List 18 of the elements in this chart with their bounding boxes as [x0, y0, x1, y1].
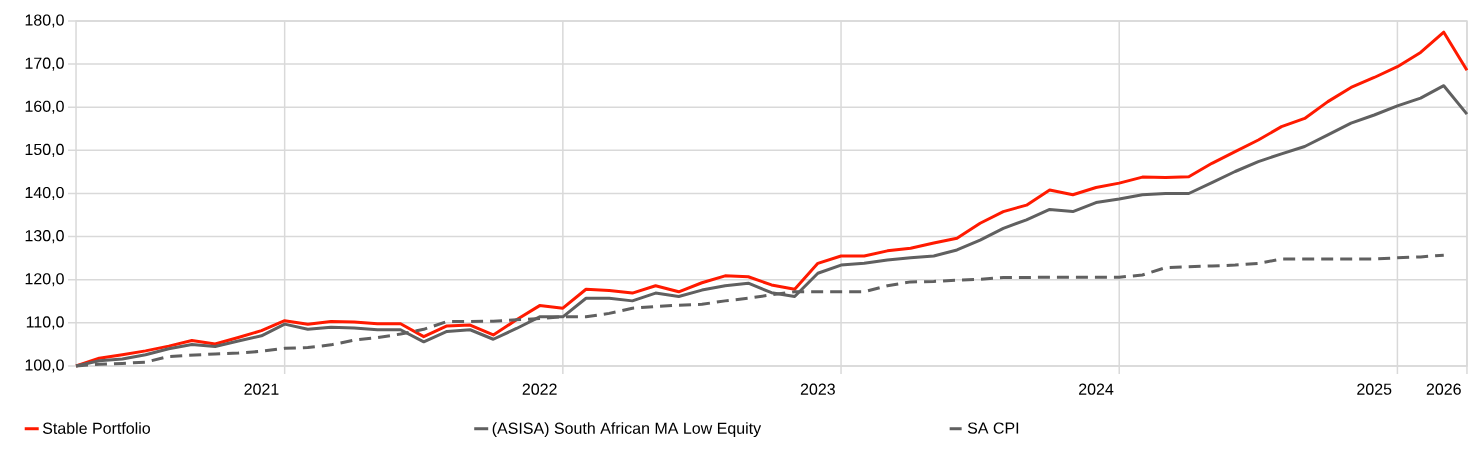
- y-tick-label: 180,0: [25, 14, 64, 28]
- y-tick-label: 100,0: [25, 359, 64, 373]
- legend-label: SA CPI: [967, 422, 1019, 434]
- y-tick-label: 140,0: [25, 186, 64, 201]
- x-tick-label: 2021: [244, 383, 279, 395]
- x-tick-label: 2026: [1426, 383, 1461, 395]
- y-tick-label: 110,0: [26, 316, 64, 330]
- y-tick-label: 120,0: [25, 273, 64, 287]
- y-tick-label: 160,0: [25, 100, 64, 114]
- legend-label: Stable Portfolio: [42, 422, 151, 434]
- legend-label: (ASISA) South African MA Low Equity: [492, 422, 762, 438]
- x-tick-label: 2025: [1357, 383, 1392, 395]
- x-tick-label: 2024: [1079, 383, 1114, 395]
- y-tick-label: 150,0: [25, 143, 64, 157]
- x-tick-label: 2022: [522, 383, 557, 395]
- y-tick-label: 170,0: [25, 57, 64, 71]
- x-tick-label: 2023: [800, 383, 835, 395]
- y-tick-label: 130,0: [25, 230, 64, 244]
